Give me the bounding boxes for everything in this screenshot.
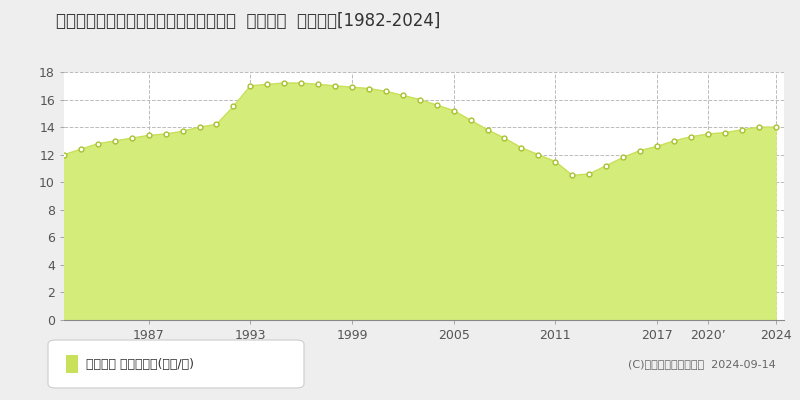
Text: 福島県いわき市常磐関船町堀田９番３外  地価公示  地価推移[1982-2024]: 福島県いわき市常磐関船町堀田９番３外 地価公示 地価推移[1982-2024] [56,12,440,30]
Text: (C)土地価格ドットコム  2024-09-14: (C)土地価格ドットコム 2024-09-14 [628,359,776,369]
Text: 地価公示 平均坪単価(万円/坪): 地価公示 平均坪単価(万円/坪) [86,358,194,370]
